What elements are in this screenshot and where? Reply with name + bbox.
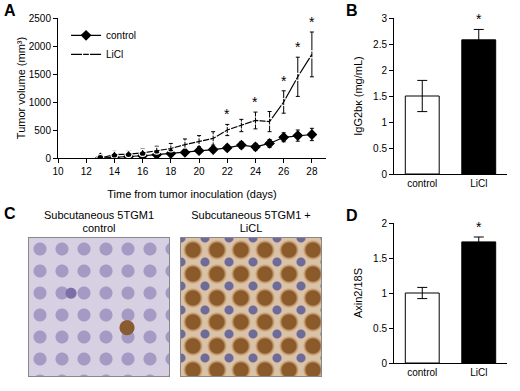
svg-text:14: 14 — [109, 166, 121, 177]
svg-text:control: control — [407, 178, 437, 189]
svg-text:*: * — [476, 219, 482, 235]
svg-text:26: 26 — [278, 166, 290, 177]
svg-text:Axin2/18S: Axin2/18S — [352, 268, 364, 318]
svg-text:22: 22 — [222, 166, 234, 177]
svg-text:LiCl: LiCl — [470, 178, 487, 189]
svg-text:1000: 1000 — [29, 97, 52, 108]
svg-text:LiCl: LiCl — [106, 49, 123, 60]
svg-text:2000: 2000 — [29, 41, 52, 52]
svg-text:1: 1 — [381, 288, 387, 299]
html-text:D: D — [346, 207, 358, 224]
html-text:Subcutaneous 5TGM1 control: Subcutaneous 5TGM1 control — [44, 209, 154, 234]
svg-text:*: * — [252, 94, 258, 110]
svg-text:24: 24 — [250, 166, 262, 177]
svg-text:*: * — [295, 39, 301, 55]
svg-text:2: 2 — [381, 65, 387, 76]
svg-text:Time from tumor inoculation (d: Time from tumor inoculation (days) — [107, 188, 277, 200]
svg-text:500: 500 — [34, 125, 51, 136]
svg-text:LiCl: LiCl — [470, 367, 487, 378]
svg-text:1: 1 — [381, 117, 387, 128]
svg-text:28: 28 — [306, 166, 318, 177]
html-text:A: A — [4, 2, 16, 19]
svg-text:*: * — [309, 14, 315, 30]
svg-text:2: 2 — [381, 218, 387, 229]
svg-text:1.5: 1.5 — [373, 253, 387, 264]
svg-text:control: control — [106, 30, 136, 41]
svg-text:10: 10 — [52, 166, 64, 177]
svg-text:*: * — [281, 73, 287, 89]
svg-text:1500: 1500 — [29, 69, 52, 80]
svg-text:0.5: 0.5 — [373, 323, 387, 334]
svg-text:1.5: 1.5 — [373, 91, 387, 102]
svg-text:2.5: 2.5 — [373, 39, 387, 50]
svg-text:*: * — [476, 11, 482, 27]
svg-text:0: 0 — [381, 358, 387, 369]
svg-text:0: 0 — [381, 169, 387, 180]
html-text:Subcutaneous 5TGM1 + LiCL: Subcutaneous 5TGM1 + LiCL — [191, 209, 311, 234]
svg-text:16: 16 — [137, 166, 149, 177]
svg-text:Tumor volume (mm³): Tumor volume (mm³) — [15, 37, 27, 139]
html-text:B: B — [346, 2, 358, 19]
svg-text:20: 20 — [193, 166, 205, 177]
svg-text:18: 18 — [165, 166, 177, 177]
svg-text:IgG2bκ (mg/mL): IgG2bκ (mg/mL) — [352, 56, 364, 135]
html-text:C: C — [4, 205, 16, 222]
svg-text:2500: 2500 — [29, 13, 52, 24]
svg-text:0: 0 — [45, 153, 51, 164]
svg-text:control: control — [407, 367, 437, 378]
svg-text:*: * — [224, 106, 230, 122]
svg-text:0.5: 0.5 — [373, 143, 387, 154]
svg-text:12: 12 — [81, 166, 93, 177]
svg-text:3: 3 — [381, 13, 387, 24]
